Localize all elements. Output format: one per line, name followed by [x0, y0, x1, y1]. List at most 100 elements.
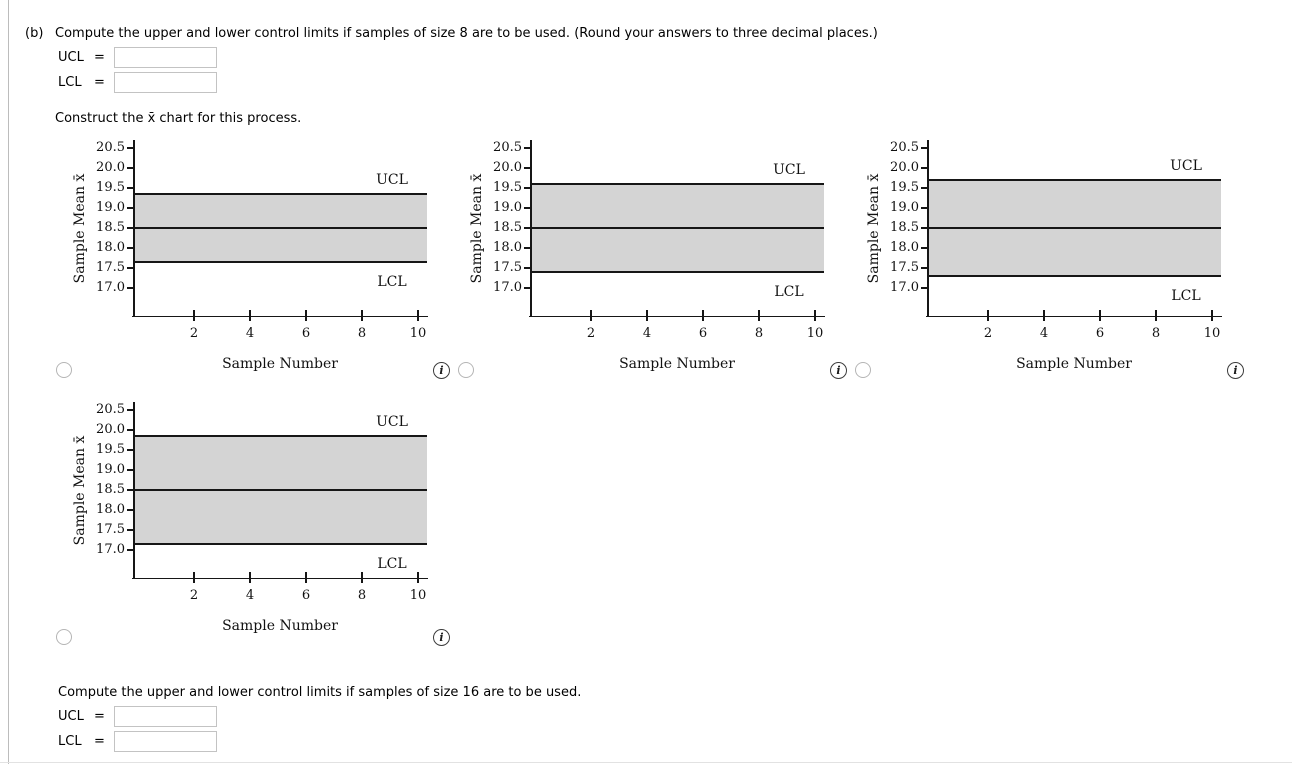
y-tick-label: 18.0: [890, 240, 919, 255]
lcl-input-size8[interactable]: [113, 72, 217, 93]
y-tick-mark: [524, 267, 530, 269]
ucl-input-size8[interactable]: [113, 47, 217, 68]
x-tick-mark: [1155, 310, 1157, 321]
chart-option-1-info-icon[interactable]: i: [433, 362, 450, 379]
y-tick-mark: [921, 207, 927, 209]
y-tick-label: 19.0: [890, 200, 919, 215]
x-axis-line: [926, 315, 1222, 317]
y-axis-title: Sample Mean x̄: [72, 173, 88, 284]
equals-sign: =: [94, 75, 105, 90]
y-axis-title: Sample Mean x̄: [72, 435, 88, 546]
y-tick-label: 17.0: [890, 280, 919, 295]
y-tick-mark: [127, 207, 133, 209]
x-tick-label: 10: [806, 326, 824, 341]
chart-option-1[interactable]: 20.5 20.0 19.5 19.0 18.5 18.0 17.5 17.0 2 4 6 8 10 UC…: [45, 138, 440, 373]
y-tick-label: 20.0: [96, 160, 125, 175]
y-tick-mark: [921, 147, 927, 149]
chart-option-3-info-icon[interactable]: i: [1227, 362, 1244, 379]
x-tick-label: 2: [189, 588, 199, 603]
chart-option-3[interactable]: 20.5 20.0 19.5 19.0 18.5 18.0 17.5 17.0 2 4 6 8 10 UC…: [839, 138, 1234, 373]
y-tick-mark: [921, 247, 927, 249]
x-tick-label: 6: [301, 588, 311, 603]
lcl-label: LCL: [774, 284, 804, 300]
x-tick-mark: [1043, 310, 1045, 321]
chart-option-2[interactable]: 20.5 20.0 19.5 19.0 18.5 18.0 17.5 17.0 2 4 6 8 10 UC…: [442, 138, 837, 373]
x-tick-mark: [305, 572, 307, 583]
chart-option-4-radio[interactable]: [56, 629, 72, 645]
y-tick-label: 17.0: [96, 280, 125, 295]
y-tick-mark: [127, 227, 133, 229]
y-tick-mark: [524, 207, 530, 209]
y-tick-mark: [127, 167, 133, 169]
y-tick-label: 19.5: [96, 442, 125, 457]
ucl-input-size16[interactable]: [113, 706, 217, 727]
x-tick-label: 4: [1039, 326, 1049, 341]
x-tick-mark: [1099, 310, 1101, 321]
x-tick-label: 6: [1095, 326, 1105, 341]
x-tick-label: 10: [409, 326, 427, 341]
center-line: [133, 227, 427, 229]
y-tick-label: 20.5: [96, 140, 125, 155]
y-tick-mark: [127, 549, 133, 551]
y-tick-mark: [921, 167, 927, 169]
lcl-input-size16[interactable]: [113, 731, 217, 752]
x-tick-label: 4: [245, 326, 255, 341]
construct-chart-instruction: Construct the x̄ chart for this process.: [55, 111, 302, 126]
y-tick-label: 20.5: [96, 402, 125, 417]
y-tick-mark: [127, 187, 133, 189]
chart-option-3-radio[interactable]: [855, 362, 871, 378]
x-tick-mark: [1211, 310, 1213, 321]
x-tick-mark: [417, 572, 419, 583]
x-tick-mark: [249, 310, 251, 321]
y-tick-mark: [524, 247, 530, 249]
x-axis-line: [529, 315, 825, 317]
y-tick-mark: [127, 529, 133, 531]
y-tick-label: 17.5: [493, 260, 522, 275]
y-tick-mark: [921, 227, 927, 229]
y-tick-label: 19.5: [96, 180, 125, 195]
plot-area: 20.5 20.0 19.5 19.0 18.5 18.0 17.5 17.0 2 4 6 8 10 UC…: [72, 140, 428, 372]
y-tick-label: 17.5: [96, 260, 125, 275]
equals-sign: =: [94, 734, 105, 749]
chart-option-4[interactable]: 20.5 20.0 19.5 19.0 18.5 18.0 17.5 17.0 2 4 6 8 10 UC…: [45, 400, 440, 635]
chart-option-4-info-icon[interactable]: i: [433, 629, 450, 646]
x-tick-mark: [814, 310, 816, 321]
x-tick-label: 4: [642, 326, 652, 341]
x-tick-mark: [305, 310, 307, 321]
center-line: [133, 489, 427, 491]
y-tick-mark: [524, 187, 530, 189]
lcl-row-size8: LCL =: [58, 72, 217, 93]
x-tick-label: 8: [357, 326, 367, 341]
y-tick-label: 17.5: [890, 260, 919, 275]
chart-option-2-radio[interactable]: [458, 362, 474, 378]
ucl-row-size8: UCL =: [58, 47, 217, 68]
x-axis-title: Sample Number: [222, 618, 338, 634]
x-axis-title: Sample Number: [619, 356, 735, 372]
y-tick-mark: [524, 147, 530, 149]
y-tick-mark: [127, 449, 133, 451]
y-tick-mark: [127, 509, 133, 511]
plot-area: 20.5 20.0 19.5 19.0 18.5 18.0 17.5 17.0 2 4 6 8 10 UC…: [469, 140, 825, 372]
ucl-row-size16: UCL =: [58, 706, 217, 727]
ucl-label: UCL: [376, 414, 408, 430]
part-c-instruction: Compute the upper and lower control limi…: [58, 685, 582, 700]
x-tick-mark: [646, 310, 648, 321]
y-tick-label: 17.0: [493, 280, 522, 295]
y-tick-mark: [524, 287, 530, 289]
y-tick-label: 18.5: [96, 482, 125, 497]
y-tick-mark: [127, 429, 133, 431]
y-tick-label: 19.0: [96, 462, 125, 477]
y-tick-label: 18.5: [96, 220, 125, 235]
chart-option-1-radio[interactable]: [56, 362, 72, 378]
part-b-instruction: Compute the upper and lower control limi…: [55, 26, 878, 41]
y-tick-label: 19.5: [890, 180, 919, 195]
x-tick-label: 2: [586, 326, 596, 341]
equals-sign: =: [94, 50, 105, 65]
lcl-label: LCL: [377, 274, 407, 290]
x-tick-mark: [987, 310, 989, 321]
y-axis-title: Sample Mean x̄: [866, 173, 882, 284]
x-tick-label: 2: [189, 326, 199, 341]
chart-option-2-info-icon[interactable]: i: [830, 362, 847, 379]
ucl-label: UCL: [773, 162, 805, 178]
x-tick-mark: [193, 572, 195, 583]
